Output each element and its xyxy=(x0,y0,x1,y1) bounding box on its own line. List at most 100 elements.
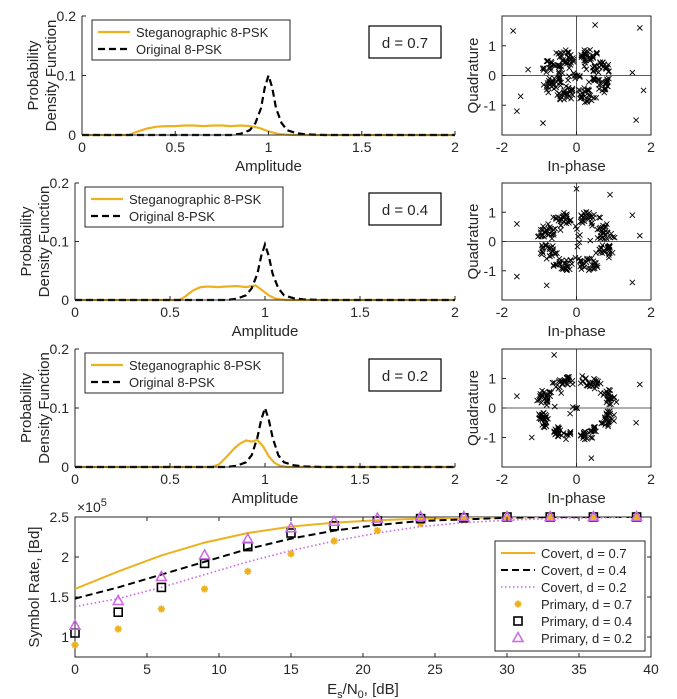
y-tick-label: 0.1 xyxy=(57,68,77,84)
marker-triangle xyxy=(241,532,255,544)
constellation-point xyxy=(557,222,564,229)
x-tick-label: -2 xyxy=(496,304,509,320)
constellation-point xyxy=(594,235,601,241)
constellation-point xyxy=(545,89,552,96)
constellation-point xyxy=(598,420,605,427)
x-tick-label: 0 xyxy=(71,471,79,487)
constellation-point xyxy=(544,244,551,251)
x-tick-label: 1.5 xyxy=(350,304,370,320)
constellation-point xyxy=(554,250,560,256)
constellation-point xyxy=(592,62,598,69)
constellation-point xyxy=(560,49,567,56)
constellation-point xyxy=(547,67,554,74)
legend-box xyxy=(494,540,646,652)
y-axis-label: Density Function xyxy=(36,352,53,464)
legend-label: Steganographic 8-PSK xyxy=(129,192,262,207)
constellation-point xyxy=(566,87,573,94)
constellation-point xyxy=(590,94,597,101)
constellation-point xyxy=(594,380,601,387)
constellation-point xyxy=(591,424,598,430)
constellation-point xyxy=(570,56,577,63)
y-tick-label: 2 xyxy=(61,549,69,565)
x-axis-label: In-phase xyxy=(547,490,605,507)
legend-label: Original 8-PSK xyxy=(129,209,215,224)
constellation-point xyxy=(557,227,564,233)
marker-asterisk xyxy=(514,600,522,608)
marker-triangle xyxy=(414,509,427,522)
constellation-point xyxy=(551,75,558,82)
marker-triangle xyxy=(511,630,525,643)
marker-triangle xyxy=(327,514,341,527)
constellation-point xyxy=(547,225,554,232)
constellation-point xyxy=(543,227,549,234)
y-axis-label: Quadrature xyxy=(465,204,482,280)
marker-asterisk xyxy=(287,550,295,558)
x-tick-label: 1 xyxy=(261,471,269,487)
x-tick-label: 35 xyxy=(571,661,587,677)
constellation-point xyxy=(549,379,556,386)
constellation-point xyxy=(606,243,613,250)
constellation-point xyxy=(562,90,569,97)
constellation-point xyxy=(576,72,583,79)
x-tick-label: 0.5 xyxy=(160,304,180,320)
constellation-point xyxy=(594,264,601,271)
constellation-point xyxy=(517,93,524,100)
marker-square xyxy=(286,528,296,538)
constellation-point xyxy=(599,78,605,85)
constellation-point xyxy=(591,259,598,266)
x-axis-label: In-phase xyxy=(547,158,605,175)
constellation-point xyxy=(633,419,640,426)
x-tick-label: 40 xyxy=(643,661,659,677)
constellation-point xyxy=(629,69,636,76)
constellation-point xyxy=(564,60,570,67)
constellation-point xyxy=(605,75,612,82)
constellation-point xyxy=(556,95,563,102)
constellation-point xyxy=(606,242,613,249)
constellation-point xyxy=(600,64,607,70)
marker-asterisk xyxy=(373,527,381,535)
constellation-point xyxy=(588,455,595,462)
annotation-box xyxy=(368,358,442,392)
constellation-point xyxy=(597,214,604,221)
constellation-point xyxy=(567,61,574,68)
x-tick-label: 1.5 xyxy=(352,139,372,155)
marker-triangle xyxy=(155,569,168,582)
constellation-point xyxy=(596,214,602,221)
x-tick-label: 30 xyxy=(499,661,515,677)
marker-asterisk xyxy=(201,585,209,593)
constellation-point xyxy=(592,77,599,83)
x-tick-label: 2 xyxy=(451,304,459,320)
constellation-point xyxy=(574,243,581,250)
constellation-point xyxy=(584,255,591,262)
constellation-point xyxy=(603,388,610,395)
y-axis-label: Symbol Rate, [Bd] xyxy=(26,527,43,648)
constellation-point xyxy=(576,239,583,246)
constellation-point xyxy=(605,421,612,428)
constellation-point xyxy=(513,221,520,227)
x-tick-label: 2 xyxy=(647,471,655,487)
constellation-point xyxy=(564,432,571,438)
constellation-point xyxy=(590,55,597,61)
constellation-point xyxy=(539,248,546,255)
constellation-point xyxy=(587,380,594,387)
y-axis-label: Probability xyxy=(18,372,35,443)
exponent-power: 5 xyxy=(101,497,107,509)
legend-label: Covert, d = 0.7 xyxy=(541,546,627,561)
constellation-point xyxy=(573,185,580,192)
constellation-point xyxy=(543,255,550,262)
constellation-point xyxy=(584,86,591,93)
constellation-point xyxy=(591,211,597,218)
constellation-point xyxy=(536,397,543,403)
legend-box xyxy=(91,19,291,61)
constellation-point xyxy=(577,218,584,225)
constellation-point xyxy=(580,54,587,61)
x-axis-label: Amplitude xyxy=(235,158,302,175)
constellation-point xyxy=(549,62,556,68)
constellation-point xyxy=(604,79,611,85)
constellation-point xyxy=(563,431,570,438)
y-tick-label: 0 xyxy=(61,292,69,308)
series-line-0 xyxy=(75,284,455,302)
constellation-point xyxy=(569,91,576,98)
constellation-point xyxy=(574,226,580,232)
